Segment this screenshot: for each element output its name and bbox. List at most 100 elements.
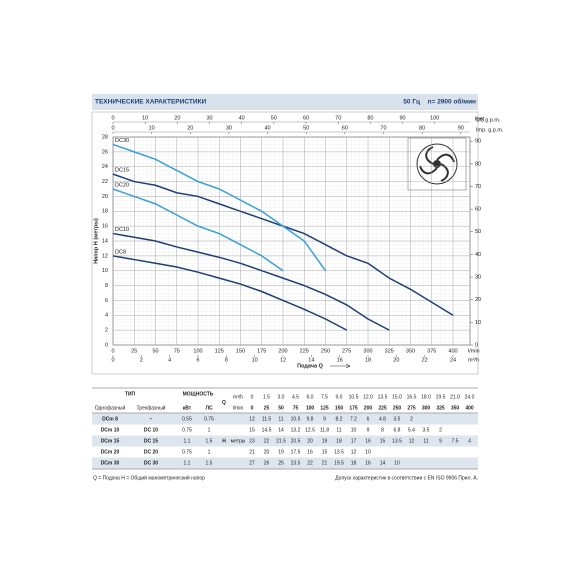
- head-value: 2: [439, 427, 442, 433]
- row-band: [92, 435, 478, 447]
- table-head: m³/h: [233, 394, 243, 400]
- table-head: ЛС: [205, 405, 213, 411]
- head-value: 4.8: [379, 416, 386, 422]
- h-label: H: [222, 438, 226, 444]
- head-value: 16: [365, 460, 371, 466]
- header-speed: n= 2900 об/мин: [428, 98, 476, 106]
- y-tick-label: 4: [105, 313, 108, 319]
- head-value: 15: [249, 427, 255, 433]
- x-tick-label: 200: [278, 348, 287, 354]
- head-value: 18: [336, 438, 342, 444]
- head-value: 25: [278, 460, 284, 466]
- x2-tick-label: 24: [450, 357, 456, 363]
- top-axis-tick-label: 20: [174, 115, 180, 121]
- flow-m3h: 24.0: [465, 394, 475, 400]
- head-value: 14: [380, 460, 386, 466]
- x2-tick-label: 12: [280, 357, 286, 363]
- x-tick-label: 175: [257, 348, 266, 354]
- top-axis-tick-label: 80: [419, 125, 425, 131]
- x2-tick-label: 14: [308, 357, 314, 363]
- flow-lmin: 300: [422, 405, 431, 411]
- y-tick-label: 18: [102, 209, 108, 215]
- flow-m3h: 7.5: [321, 394, 328, 400]
- x-axis-label: Подача Q: [297, 363, 323, 369]
- row-band: [92, 457, 478, 469]
- power-hp: 1: [208, 449, 211, 455]
- head-value: 26: [264, 460, 270, 466]
- x-tick-label: 75: [174, 348, 180, 354]
- flow-m3h: 21.0: [450, 394, 460, 400]
- x2-tick-label: 16: [337, 357, 343, 363]
- top-axis-tick-label: 90: [400, 115, 406, 121]
- flow-m3h: 4.5: [292, 394, 299, 400]
- power-kw: 1.1: [184, 438, 191, 444]
- head-value: 22: [307, 460, 313, 466]
- power-kw: 0.75: [182, 449, 192, 455]
- top-axis-tick-label: 40: [264, 125, 270, 131]
- head-value: 10: [365, 449, 371, 455]
- model-single: DCm 10: [101, 427, 120, 433]
- y-tick-label: 20: [102, 194, 108, 200]
- model-three: DC 10: [144, 427, 158, 433]
- head-value: 7.2: [350, 416, 357, 422]
- flow-lmin: 100: [306, 405, 315, 411]
- top-axis-tick-label: 50: [303, 125, 309, 131]
- x-tick-label: 275: [342, 348, 351, 354]
- head-value: 15: [380, 438, 386, 444]
- x-tick-label: 375: [427, 348, 436, 354]
- head-value: 11.8: [320, 427, 330, 433]
- flow-m3h: 1.5: [263, 394, 270, 400]
- y-tick-label: 2: [105, 328, 108, 334]
- top-axis-tick-label: 70: [335, 115, 341, 121]
- flow-lmin: 200: [364, 405, 373, 411]
- flow-lmin: 225: [378, 405, 387, 411]
- head-value: 10.5: [291, 416, 301, 422]
- top-axis-tick-label: 60: [303, 115, 309, 121]
- head-value: 16: [307, 449, 313, 455]
- flow-m3h: 0: [251, 394, 254, 400]
- head-value: 11: [423, 438, 428, 444]
- x-tick-label: 325: [385, 348, 394, 354]
- flow-lmin: 250: [393, 405, 402, 411]
- row-band: [92, 413, 478, 425]
- x2-tick-label: 22: [422, 357, 428, 363]
- head-value: 20: [264, 449, 270, 455]
- head-value: 9: [323, 416, 326, 422]
- top-axis-label: Imp. g.p.m.: [476, 127, 504, 133]
- curve: [112, 143, 327, 272]
- head-value: 8.2: [336, 416, 343, 422]
- x-tick-label: 300: [363, 348, 372, 354]
- curve-label: DC30: [115, 138, 129, 144]
- head-value: 10: [351, 427, 357, 433]
- model-single: DCm 8: [102, 416, 118, 422]
- head-value: 9: [367, 427, 370, 433]
- model-three: DC 30: [144, 460, 158, 466]
- power-hp: 1.5: [206, 438, 213, 444]
- head-value: 19: [322, 438, 328, 444]
- power-hp: 1: [208, 427, 211, 433]
- flow-m3h: 12.0: [363, 394, 373, 400]
- top-axis-tick-label: 10: [142, 115, 148, 121]
- flow-arrow: [330, 363, 351, 369]
- x2-tick-label: 2: [140, 357, 143, 363]
- x2-tick-label: 20: [393, 357, 399, 363]
- table-head: Однофазный: [95, 404, 126, 411]
- flow-m3h: 15.0: [392, 394, 402, 400]
- y2-tick-label: 60: [475, 207, 481, 213]
- power-hp: 1.5: [206, 460, 213, 466]
- top-axis-tick-label: 100: [430, 115, 439, 121]
- top-axis-tick-label: 10: [149, 125, 155, 131]
- x-tick-label: 0: [111, 348, 114, 354]
- x-tick-label: 225: [300, 348, 309, 354]
- x-tick-label: 50: [152, 348, 158, 354]
- flow-m3h: 13.5: [378, 394, 388, 400]
- y-tick-label: 12: [102, 253, 108, 259]
- top-axis-tick-label: 70: [380, 125, 386, 131]
- flow-m3h: 10.5: [349, 394, 359, 400]
- impeller-icon: [407, 137, 467, 191]
- flow-lmin: 325: [436, 405, 445, 411]
- y-tick-label: 0: [105, 342, 108, 348]
- head-value: 9.8: [307, 416, 314, 422]
- footer-tolerance: Допуск характеристик в соответствии с EN…: [335, 475, 478, 481]
